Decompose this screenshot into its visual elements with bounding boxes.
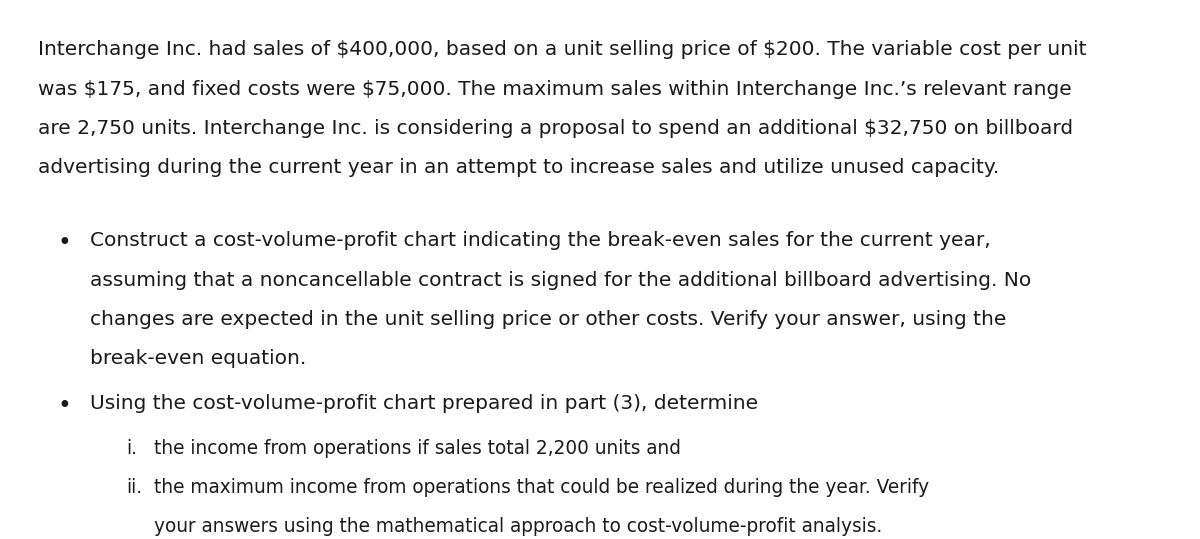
Text: break-even equation.: break-even equation. [90,349,306,368]
Text: the maximum income from operations that could be realized during the year. Verif: the maximum income from operations that … [154,478,929,497]
Text: was $175, and fixed costs were $75,000. The maximum sales within Interchange Inc: was $175, and fixed costs were $75,000. … [38,80,1072,99]
Text: •: • [58,231,71,254]
Text: Interchange Inc. had sales of $400,000, based on a unit selling price of $200. T: Interchange Inc. had sales of $400,000, … [38,40,1087,59]
Text: Construct a cost-volume-profit chart indicating the break-even sales for the cur: Construct a cost-volume-profit chart ind… [90,231,991,250]
Text: •: • [58,394,71,417]
Text: Using the cost-volume-profit chart prepared in part (3), determine: Using the cost-volume-profit chart prepa… [90,394,758,413]
Text: are 2,750 units. Interchange Inc. is considering a proposal to spend an addition: are 2,750 units. Interchange Inc. is con… [38,119,1074,138]
Text: the income from operations if sales total 2,200 units and: the income from operations if sales tota… [154,439,680,458]
Text: i.: i. [126,439,137,458]
Text: assuming that a noncancellable contract is signed for the additional billboard a: assuming that a noncancellable contract … [90,271,1031,289]
Text: your answers using the mathematical approach to cost-volume-profit analysis.: your answers using the mathematical appr… [154,517,882,536]
Text: advertising during the current year in an attempt to increase sales and utilize : advertising during the current year in a… [38,158,1000,177]
Text: ii.: ii. [126,478,142,497]
Text: changes are expected in the unit selling price or other costs. Verify your answe: changes are expected in the unit selling… [90,310,1007,329]
